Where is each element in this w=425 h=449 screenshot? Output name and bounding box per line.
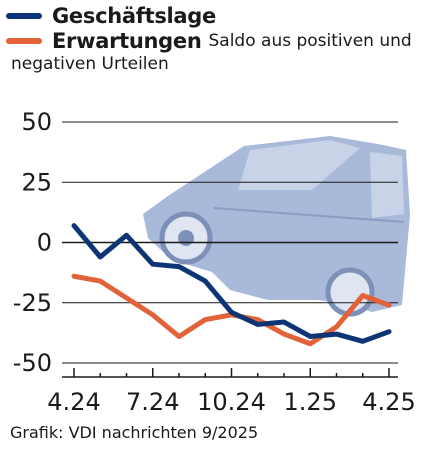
legend-item-erwartungen: Erwartungen Saldo aus positiven und (6, 29, 421, 53)
car-rear-window (370, 152, 404, 218)
y-tick-label--50: -50 (13, 349, 52, 377)
series-line-geschaeftslage (71, 223, 392, 344)
x-axis: 4.24 7.24 10.24 1.25 4.25 (47, 368, 416, 416)
car-illustration (143, 136, 410, 317)
car-body (143, 136, 410, 312)
y-tick-label--25: -25 (13, 289, 52, 317)
car-window (238, 140, 360, 190)
legend-label-erwartungen: Erwartungen (52, 29, 202, 53)
legend-note-continued: negativen Urteilen (11, 54, 169, 74)
x-tick-label-10.24: 10.24 (197, 388, 266, 416)
car-door-line (213, 207, 405, 223)
legend-swatch-geschaeftslage (6, 13, 42, 19)
series-lines (71, 223, 392, 347)
x-tick-label-4.25: 4.25 (362, 388, 415, 416)
legend: Geschäftslage Erwartungen Saldo aus posi… (6, 4, 421, 74)
y-tick-label-25: 25 (21, 168, 52, 196)
car-front-hub (178, 230, 194, 246)
x-tick-label-7.24: 7.24 (126, 388, 179, 416)
legend-note: Saldo aus positiven und (208, 31, 412, 51)
grid-lines (62, 121, 398, 364)
y-tick-label-0: 0 (37, 229, 52, 257)
y-axis-labels: 50 25 0 -25 -50 (13, 108, 52, 377)
legend-swatch-erwartungen (6, 38, 42, 44)
legend-label-geschaeftslage: Geschäftslage (52, 4, 216, 28)
x-tick-label-1.25: 1.25 (284, 388, 337, 416)
legend-item-geschaeftslage: Geschäftslage (6, 4, 421, 28)
x-tick-label-4.24: 4.24 (47, 388, 100, 416)
y-tick-label-50: 50 (21, 108, 52, 136)
source-credit: Grafik: VDI nachrichten 9/2025 (10, 423, 259, 442)
